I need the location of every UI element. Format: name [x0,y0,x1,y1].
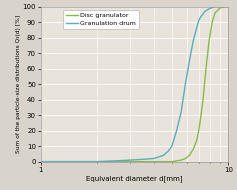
Granulation drum [129,159,132,161]
Granulation drum [188,60,191,62]
Disc granulator [201,102,204,104]
Granulation drum [223,6,226,8]
Line: Disc granulator: Disc granulator [41,7,228,162]
Disc granulator [192,148,195,150]
Disc granulator [129,161,132,163]
Disc granulator [141,161,144,163]
Disc granulator [175,160,178,162]
Disc granulator [223,6,226,8]
Granulation drum [141,158,144,161]
Disc granulator [170,161,173,163]
Granulation drum [180,111,182,113]
Disc granulator [214,12,217,14]
Granulation drum [114,160,117,162]
Granulation drum [209,7,212,9]
Disc granulator [211,21,214,23]
Granulation drum [39,161,42,163]
Disc granulator [39,161,42,163]
Disc granulator [196,139,198,141]
Granulation drum [72,161,75,163]
Disc granulator [72,161,75,163]
Disc granulator [162,161,165,163]
Disc granulator [205,67,207,70]
Disc granulator [96,161,99,163]
Granulation drum [218,6,221,8]
Legend: Disc granulator, Granulation drum: Disc granulator, Granulation drum [63,10,139,29]
Granulation drum [170,145,173,147]
Disc granulator [227,6,230,8]
Granulation drum [175,130,178,132]
Disc granulator [188,154,191,157]
Granulation drum [204,10,206,13]
Disc granulator [180,159,182,161]
Granulation drum [214,6,217,8]
Granulation drum [167,150,170,152]
Disc granulator [152,161,155,163]
Line: Granulation drum: Granulation drum [41,7,228,162]
Granulation drum [96,161,99,163]
Granulation drum [198,18,201,20]
Granulation drum [184,83,187,85]
Disc granulator [198,126,201,129]
Granulation drum [152,157,155,160]
X-axis label: Equivalent diameter d[mm]: Equivalent diameter d[mm] [86,175,183,182]
Disc granulator [208,40,210,42]
Disc granulator [218,7,221,9]
Disc granulator [114,161,117,163]
Granulation drum [192,40,195,42]
Granulation drum [162,154,165,157]
Disc granulator [184,157,187,160]
Granulation drum [227,6,230,8]
Y-axis label: Sum of the particle-size distributions Q₃(d) [%]: Sum of the particle-size distributions Q… [16,15,21,153]
Disc granulator [54,161,57,163]
Granulation drum [196,26,198,28]
